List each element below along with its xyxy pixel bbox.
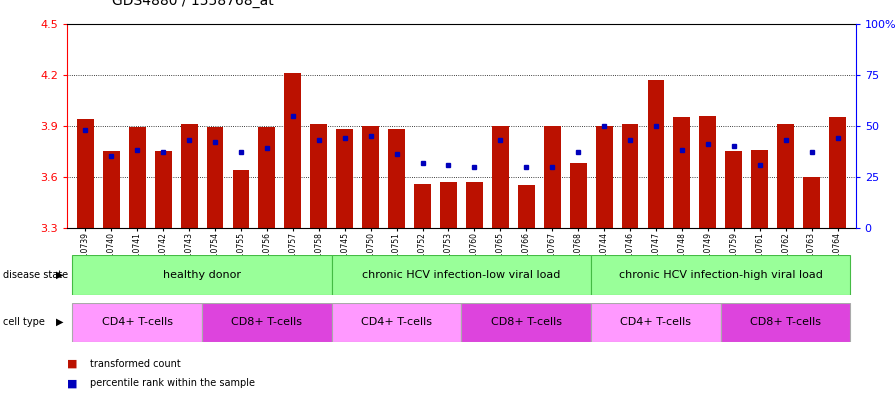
Bar bbox=[674, 117, 690, 228]
Text: ■: ■ bbox=[67, 358, 78, 369]
Text: healthy donor: healthy donor bbox=[163, 270, 241, 280]
Text: disease state: disease state bbox=[3, 270, 68, 280]
Bar bbox=[202, 303, 332, 342]
Bar bbox=[310, 124, 327, 228]
Bar bbox=[388, 129, 405, 228]
Bar bbox=[720, 303, 850, 342]
Bar bbox=[591, 255, 850, 295]
Text: ▶: ▶ bbox=[56, 317, 64, 327]
Bar bbox=[803, 177, 820, 228]
Bar bbox=[544, 126, 561, 228]
Bar bbox=[622, 124, 639, 228]
Text: percentile rank within the sample: percentile rank within the sample bbox=[90, 378, 254, 388]
Bar bbox=[332, 303, 461, 342]
Bar bbox=[461, 303, 591, 342]
Bar bbox=[155, 151, 172, 228]
Text: GDS4880 / 1558768_at: GDS4880 / 1558768_at bbox=[112, 0, 274, 8]
Bar bbox=[103, 151, 120, 228]
Bar bbox=[492, 126, 509, 228]
Bar bbox=[284, 73, 301, 228]
Text: ■: ■ bbox=[67, 378, 78, 388]
Bar bbox=[518, 185, 535, 228]
Bar bbox=[332, 255, 591, 295]
Bar bbox=[77, 119, 94, 228]
Bar bbox=[414, 184, 431, 228]
Bar bbox=[648, 80, 665, 228]
Bar bbox=[440, 182, 457, 228]
Bar bbox=[466, 182, 483, 228]
Bar bbox=[726, 151, 742, 228]
Bar bbox=[73, 255, 332, 295]
Text: chronic HCV infection-low viral load: chronic HCV infection-low viral load bbox=[362, 270, 561, 280]
Bar bbox=[596, 126, 613, 228]
Bar bbox=[570, 163, 587, 228]
Bar bbox=[700, 116, 716, 228]
Bar bbox=[233, 170, 249, 228]
Text: CD4+ T-cells: CD4+ T-cells bbox=[102, 317, 173, 327]
Bar bbox=[591, 303, 720, 342]
Text: CD4+ T-cells: CD4+ T-cells bbox=[361, 317, 432, 327]
Text: CD8+ T-cells: CD8+ T-cells bbox=[491, 317, 562, 327]
Text: chronic HCV infection-high viral load: chronic HCV infection-high viral load bbox=[619, 270, 823, 280]
Text: ▶: ▶ bbox=[56, 270, 64, 280]
Bar bbox=[829, 117, 846, 228]
Bar bbox=[73, 303, 202, 342]
Bar bbox=[129, 127, 146, 228]
Text: CD4+ T-cells: CD4+ T-cells bbox=[620, 317, 692, 327]
Text: CD8+ T-cells: CD8+ T-cells bbox=[231, 317, 303, 327]
Bar bbox=[336, 129, 353, 228]
Text: cell type: cell type bbox=[3, 317, 45, 327]
Bar bbox=[181, 124, 197, 228]
Bar bbox=[777, 124, 794, 228]
Bar bbox=[258, 127, 275, 228]
Text: CD8+ T-cells: CD8+ T-cells bbox=[750, 317, 821, 327]
Text: transformed count: transformed count bbox=[90, 358, 180, 369]
Bar bbox=[362, 126, 379, 228]
Bar bbox=[207, 127, 223, 228]
Bar bbox=[751, 150, 768, 228]
